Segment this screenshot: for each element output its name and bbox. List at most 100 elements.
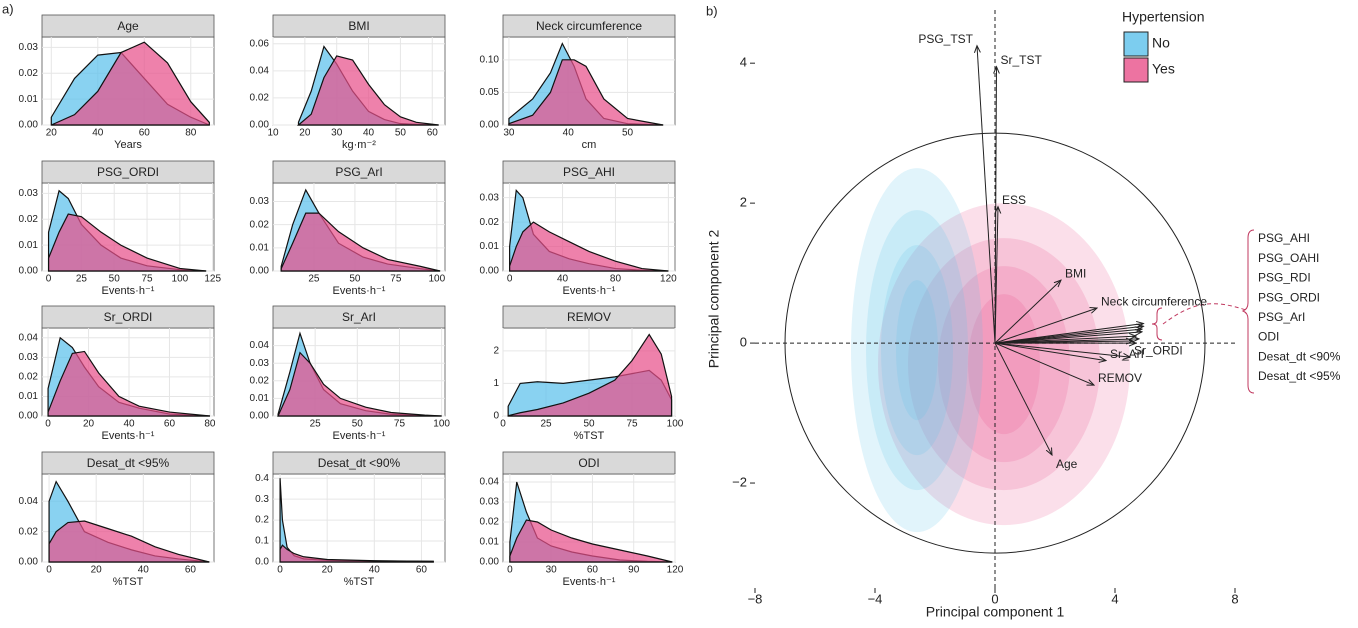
x-tick-label: 100 [433, 419, 450, 430]
x-axis-title: Events·h⁻¹ [333, 285, 386, 297]
x-tick-label: 120 [660, 274, 677, 285]
y-tick-label: 0.01 [250, 393, 270, 404]
strip [272, 160, 446, 184]
x-tick-label: 25 [540, 419, 552, 430]
y-tick-label: 0.03 [250, 358, 270, 369]
list-brace [1241, 229, 1255, 394]
y-tick-label: 0.05 [480, 87, 500, 98]
y-tick-label: 0.04 [250, 340, 270, 351]
loading-arrow [994, 280, 1061, 344]
x-tick-label: 50 [583, 419, 595, 430]
loading-arrow [977, 46, 996, 344]
arrow-label: Neck circumference [1101, 294, 1207, 308]
panel-title: PSG_AHI [563, 165, 615, 179]
x-axis-title: kg·m⁻² [342, 139, 376, 151]
x-tick-label: 50 [622, 128, 634, 139]
x-tick-label: 0 [46, 565, 52, 576]
density-area [509, 519, 673, 563]
strip [272, 305, 446, 329]
arrow-label: PSG_TST [918, 32, 973, 46]
x-axis-title: %TST [344, 576, 375, 588]
y-tick-label: 0.04 [19, 496, 39, 507]
x-tick-label: 40 [92, 128, 104, 139]
density-area [277, 351, 442, 417]
bracket-label: PSG_AHI [1258, 231, 1310, 245]
strip [41, 14, 215, 38]
panel-title: Desat_dt <90% [318, 456, 401, 470]
x-tick-label: 40 [563, 128, 575, 139]
density-contour [968, 294, 1040, 435]
arrow-label: REMOV [1098, 371, 1142, 385]
strip [41, 160, 215, 184]
x-tick-label: 0 [46, 274, 52, 285]
y-tick-label: 0.00 [250, 120, 270, 131]
x-tick-label: 60 [587, 565, 599, 576]
panel-title: Desat_dt <95% [87, 456, 170, 470]
y-tick-label: 0.03 [19, 352, 39, 363]
y-tick-label: 0.02 [19, 214, 39, 225]
x-tick-label: 20 [299, 128, 311, 139]
x-tick-label: 20 [83, 419, 95, 430]
panel-title: Sr_ORDI [104, 310, 153, 324]
strip [41, 451, 215, 475]
loading-arrow [994, 342, 1094, 385]
y-tick-label: 0.02 [250, 375, 270, 386]
x-axis-title: Events·h⁻¹ [333, 430, 386, 442]
x-axis-title: cm [582, 139, 597, 151]
x-tick-label: 0 [991, 591, 998, 606]
x-tick-label: 60 [139, 128, 151, 139]
legend-title: Hypertension [1122, 9, 1205, 25]
density-area [280, 212, 441, 272]
y-tick-label: 0.00 [19, 120, 39, 131]
bracket-label: PSG_RDI [1258, 271, 1311, 285]
x-axis-title: Events·h⁻¹ [102, 285, 155, 297]
x-tick-label: 50 [109, 274, 121, 285]
x-tick-label: 75 [390, 274, 402, 285]
y-tick-label: 0.2 [255, 515, 269, 526]
legend-label: Yes [1152, 61, 1175, 77]
loading-arrow [994, 342, 1052, 455]
y-tick-label: 2 [493, 345, 499, 356]
loading-arrow [994, 308, 1097, 344]
y-tick-label: 0.02 [480, 517, 500, 528]
x-tick-label: 75 [626, 419, 638, 430]
panel-label: a) [2, 1, 14, 16]
strip [502, 160, 676, 184]
x-tick-label: 20 [322, 565, 334, 576]
x-tick-label: 0 [507, 565, 513, 576]
bracket-label: PSG_ORDI [1258, 290, 1320, 304]
x-tick-label: −4 [868, 591, 883, 606]
x-axis-title: Events·h⁻¹ [563, 285, 616, 297]
y-tick-label: 0.01 [19, 391, 39, 402]
density-contour [878, 203, 1130, 526]
x-tick-label: 0 [45, 419, 51, 430]
x-tick-label: 75 [394, 419, 406, 430]
x-axis-title: Events·h⁻¹ [102, 430, 155, 442]
density-area [508, 59, 664, 126]
y-tick-label: 0.02 [19, 372, 39, 383]
y-tick-label: 0.01 [19, 94, 39, 105]
y-tick-label: 0.01 [480, 537, 500, 548]
y-tick-label: 0.03 [250, 196, 270, 207]
x-tick-label: −8 [748, 591, 763, 606]
x-tick-label: 0 [277, 565, 283, 576]
x-tick-label: 125 [204, 274, 221, 285]
x-tick-label: 100 [172, 274, 189, 285]
x-tick-label: 0 [500, 419, 506, 430]
legend-swatch [1123, 31, 1149, 57]
x-tick-label: 50 [395, 128, 407, 139]
density-area [48, 520, 210, 563]
bracket-label: Desat_dt <95% [1258, 369, 1341, 383]
x-tick-label: 10 [267, 128, 279, 139]
density-area [47, 213, 207, 272]
panel-title: Age [117, 19, 139, 33]
loading-arrow [994, 332, 1142, 344]
panel-title: Sr_ArI [342, 310, 376, 324]
loading-arrow [995, 67, 997, 344]
loading-arrow [994, 342, 1130, 357]
density-contour [851, 168, 983, 533]
x-axis-title: %TST [574, 430, 605, 442]
y-tick-label: 0.04 [19, 332, 39, 343]
x-tick-label: 25 [310, 419, 322, 430]
y-tick-label: 0.01 [19, 240, 39, 251]
